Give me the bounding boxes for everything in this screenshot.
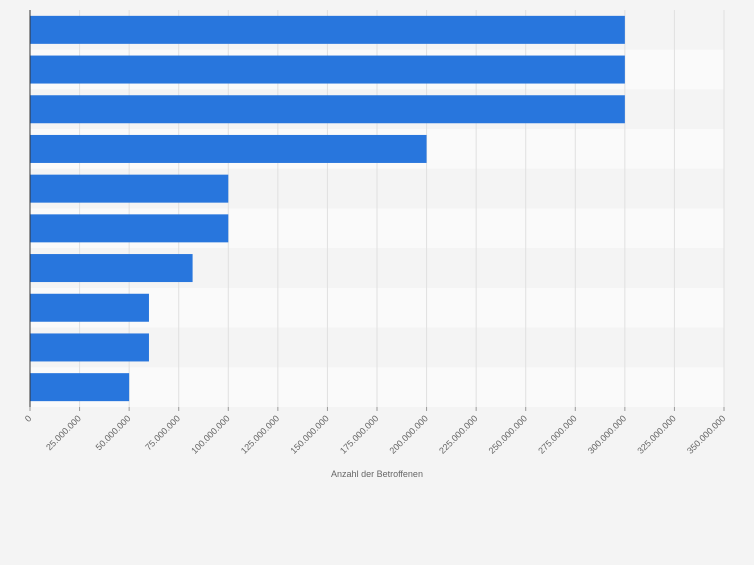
x-axis-label: Anzahl der Betroffenen [331,469,423,479]
bar [30,214,229,243]
bar [30,95,625,124]
bar [30,174,229,203]
bar [30,373,130,402]
bar [30,15,625,44]
bar [30,134,427,163]
bar [30,55,625,84]
bar [30,333,149,362]
bar [30,254,193,283]
x-tick-label: 0 [23,413,34,424]
bar [30,293,149,322]
